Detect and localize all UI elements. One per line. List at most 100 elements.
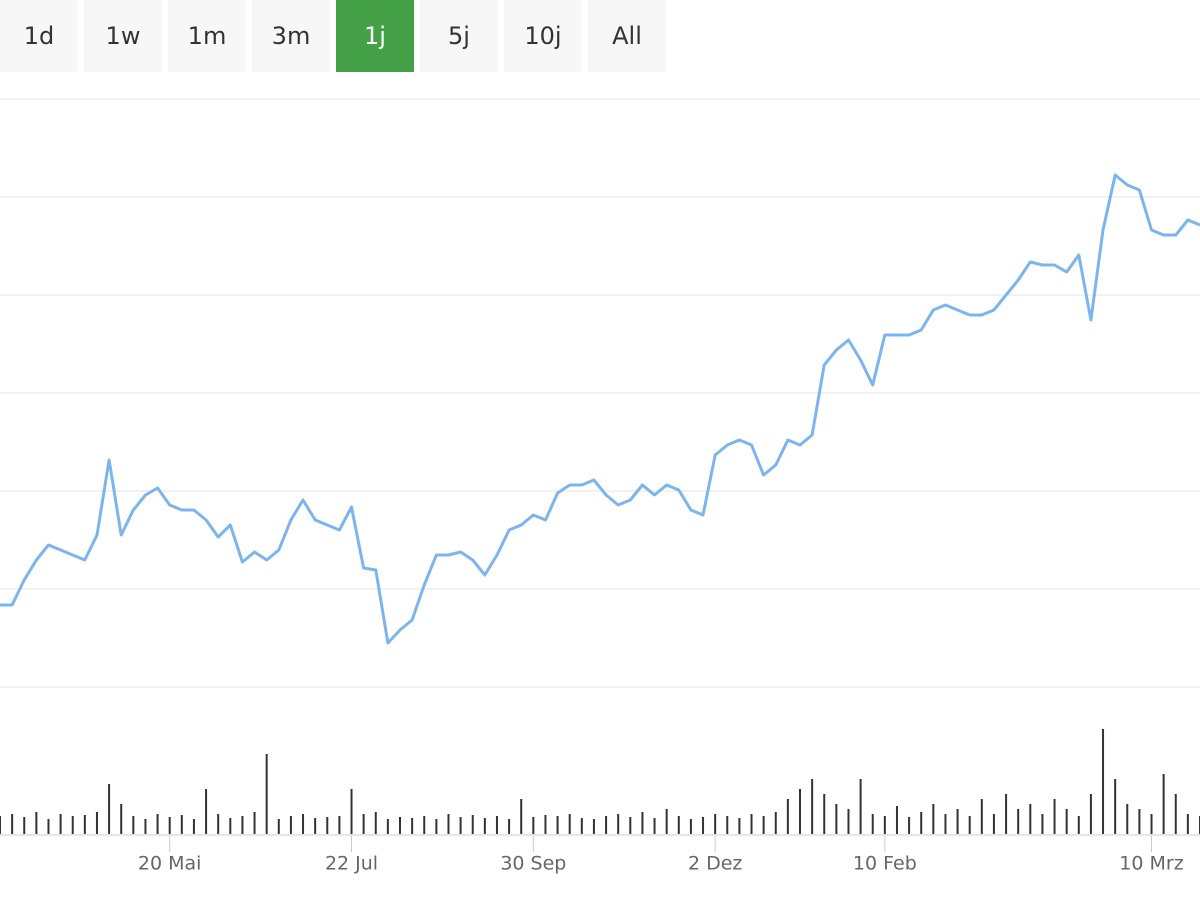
volume-bar xyxy=(168,817,171,834)
volume-bar xyxy=(1029,804,1032,834)
volume-bar xyxy=(1065,809,1068,834)
volume-bar xyxy=(714,814,717,834)
volume-bar xyxy=(859,779,862,834)
range-button[interactable]: 10j xyxy=(504,0,582,72)
volume-bar xyxy=(532,817,535,834)
volume-bar xyxy=(968,816,971,834)
volume-bar xyxy=(895,806,898,834)
volume-bar xyxy=(592,819,595,834)
volume-bar xyxy=(992,814,995,834)
volume-bar xyxy=(811,779,814,834)
volume-bar xyxy=(980,799,983,834)
volume-bar xyxy=(568,814,571,834)
volume-bar xyxy=(1186,814,1189,834)
volume-bar xyxy=(1114,779,1117,834)
volume-bar xyxy=(702,817,705,834)
volume-bar xyxy=(11,814,14,834)
volume-bar xyxy=(1174,794,1177,834)
volume-bar xyxy=(435,819,438,834)
x-tick-label: 10 Feb xyxy=(853,853,917,875)
volume-bar xyxy=(399,817,401,834)
volume-bar xyxy=(641,812,644,834)
x-tick-label: 10 Mrz xyxy=(1119,853,1183,875)
volume-bar xyxy=(326,817,329,834)
volume-bar xyxy=(823,794,826,834)
volume-bar xyxy=(508,819,511,834)
volume-bar xyxy=(605,816,608,834)
volume-bar xyxy=(1077,816,1080,834)
volume-bar xyxy=(726,816,729,834)
volume-bar xyxy=(580,818,583,834)
x-tick-label: 2 Dez xyxy=(688,853,742,875)
volume-bar xyxy=(483,818,486,834)
volume-bar xyxy=(762,816,765,834)
volume-bar xyxy=(544,815,547,834)
volume-bar xyxy=(653,818,656,834)
volume-bar xyxy=(1017,809,1020,834)
volume-bar xyxy=(944,814,947,834)
volume-bar xyxy=(459,817,462,834)
volume-bar xyxy=(47,819,50,834)
volume-bar xyxy=(386,819,389,834)
volume-bar xyxy=(786,799,789,834)
volume-bar xyxy=(277,819,280,834)
volume-bar xyxy=(677,816,680,834)
volume-bar xyxy=(23,817,26,834)
volume-bar xyxy=(350,789,353,834)
volume-bar xyxy=(108,784,111,834)
volume-bar xyxy=(665,809,668,834)
volume-bar xyxy=(471,815,474,834)
volume-bar xyxy=(750,814,753,834)
volume-bar xyxy=(1150,814,1153,834)
volume-bar xyxy=(289,816,292,834)
volume-bar xyxy=(180,815,183,834)
volume-bar xyxy=(156,814,159,834)
volume-bar xyxy=(253,812,256,834)
volume-bar xyxy=(71,816,74,834)
volume-bar xyxy=(774,812,777,834)
volume-bar xyxy=(144,819,147,834)
volume-bar xyxy=(1005,794,1008,834)
volume-bar xyxy=(1102,729,1105,834)
volume-bar xyxy=(956,809,959,834)
range-button[interactable]: 3m xyxy=(252,0,330,72)
volume-bar xyxy=(1126,804,1129,834)
range-button[interactable]: 1d xyxy=(0,0,78,72)
volume-bar xyxy=(629,817,632,834)
volume-bar xyxy=(920,812,923,834)
volume-bar xyxy=(835,804,838,834)
volume-bar xyxy=(217,814,220,834)
volume-bar xyxy=(871,814,874,834)
volume-bar xyxy=(1089,794,1092,834)
x-tick-label: 30 Sep xyxy=(500,853,566,875)
range-button[interactable]: 5j xyxy=(420,0,498,72)
volume-bar xyxy=(932,804,935,834)
volume-bar xyxy=(689,819,692,834)
volume-bar xyxy=(83,815,86,834)
range-button[interactable]: 1j xyxy=(336,0,414,72)
volume-bar xyxy=(0,816,1,834)
volume-bar xyxy=(35,812,38,834)
volume-bar xyxy=(738,818,741,834)
volume-bar xyxy=(411,818,414,834)
range-button[interactable]: All xyxy=(588,0,666,72)
range-button[interactable]: 1w xyxy=(84,0,162,72)
volume-bar xyxy=(908,817,911,834)
volume-bar xyxy=(1138,809,1141,834)
volume-bar xyxy=(338,816,341,834)
volume-bar xyxy=(132,816,135,834)
volume-bar xyxy=(520,799,523,834)
x-tick-label: 20 Mai xyxy=(138,853,202,875)
volume-bar xyxy=(799,789,801,834)
volume-bar xyxy=(374,812,377,834)
volume-bar xyxy=(265,754,268,834)
volume-bar xyxy=(59,814,62,834)
volume-bar xyxy=(314,818,317,834)
volume-bar xyxy=(95,812,98,834)
range-button[interactable]: 1m xyxy=(168,0,246,72)
volume-bar xyxy=(302,814,305,834)
volume-bar xyxy=(1041,814,1044,834)
volume-bar xyxy=(241,816,244,834)
